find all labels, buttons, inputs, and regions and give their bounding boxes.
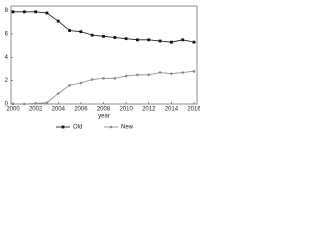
page: year 0 2 4 6 8 2000 2002 2004 2006 2008 2010 2012 20… <box>4 5 200 131</box>
data-point <box>113 36 117 39</box>
data-point <box>79 30 83 34</box>
data-point <box>136 73 139 77</box>
y-tick-label: 2 <box>5 78 9 84</box>
legend-marker <box>109 125 113 129</box>
x-tick-label: 2008 <box>97 107 111 113</box>
data-point <box>90 78 94 81</box>
x-tick-label: 2000 <box>6 107 20 113</box>
legend-label: New <box>121 125 134 131</box>
data-point <box>34 10 38 14</box>
data-point <box>34 102 37 105</box>
data-point <box>56 92 60 95</box>
data-point <box>158 71 162 74</box>
data-point <box>23 102 26 106</box>
data-point <box>136 38 139 42</box>
data-point <box>192 70 196 73</box>
data-point <box>192 40 196 44</box>
x-tick-label: 2014 <box>165 107 179 113</box>
series-line <box>13 70 195 105</box>
y-tick-label: 8 <box>5 8 9 14</box>
x-tick-label: 2016 <box>187 107 200 113</box>
data-point <box>68 29 71 32</box>
data-point <box>147 38 151 42</box>
data-point <box>169 40 173 44</box>
data-point <box>11 10 15 14</box>
data-point <box>45 101 49 105</box>
data-point <box>68 84 71 87</box>
x-tick-label: 2010 <box>119 107 133 113</box>
data-point <box>56 19 60 23</box>
data-point <box>45 11 49 15</box>
y-tick-label: 4 <box>5 55 9 61</box>
data-point <box>147 73 151 77</box>
data-point <box>79 81 83 85</box>
data-point <box>113 77 117 80</box>
data-point <box>90 33 94 37</box>
data-point <box>181 38 185 42</box>
x-tick-label: 2006 <box>74 107 88 113</box>
chart: year 0 2 4 6 8 2000 2002 2004 2006 2008 2010 2012 20… <box>5 5 200 131</box>
data-point <box>102 77 105 80</box>
legend-label: Old <box>73 125 82 131</box>
data-point <box>181 71 184 74</box>
y-tick-label: 0 <box>5 102 9 108</box>
data-point <box>170 72 173 75</box>
x-axis-label: year <box>98 114 110 120</box>
data-point <box>158 39 162 43</box>
data-point <box>124 37 128 41</box>
data-point <box>22 10 26 14</box>
data-point <box>124 74 128 78</box>
x-tick-label: 2004 <box>52 107 66 113</box>
x-tick-label: 2012 <box>142 107 156 113</box>
plot-frame <box>10 5 198 105</box>
x-tick-label: 2002 <box>29 107 43 113</box>
y-tick-label: 6 <box>5 32 9 38</box>
data-point <box>102 34 105 38</box>
data-point <box>11 102 15 106</box>
legend-marker <box>61 125 65 129</box>
